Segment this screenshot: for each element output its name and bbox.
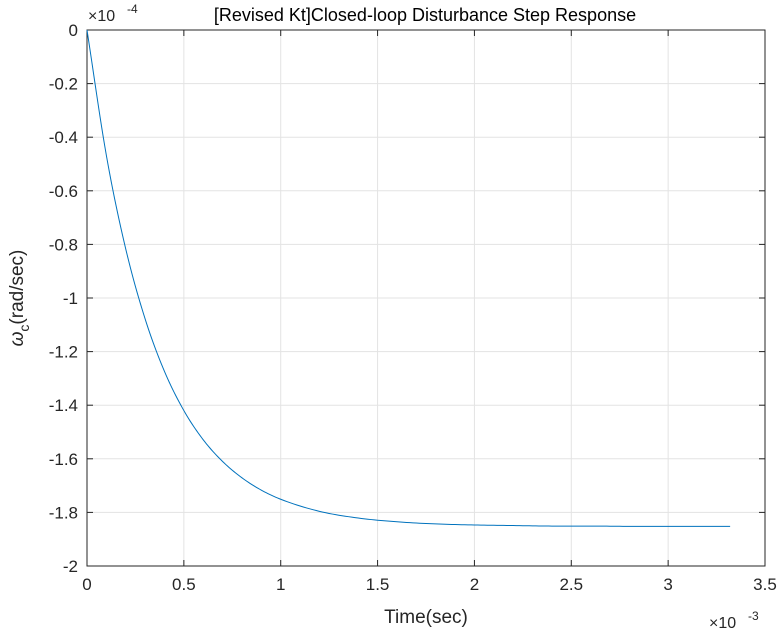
x-axis-label: Time(sec) (384, 607, 468, 628)
series-line (86, 29, 731, 527)
svg-text:-4: -4 (127, 2, 138, 16)
y-tick-label: -1.8 (49, 503, 78, 522)
y-tick-label: -0.8 (49, 235, 78, 254)
y-tick-label: -0.6 (49, 182, 78, 201)
x-tick-label: 0 (82, 575, 91, 594)
y-axis-label: ωc(rad/sec) (7, 250, 32, 347)
x-tick-label: 1 (276, 575, 285, 594)
x-tick-label: 2.5 (559, 575, 583, 594)
y-axis-exponent: ×10 -4 (88, 2, 138, 25)
x-tick-label: 0.5 (172, 575, 196, 594)
svg-text:×10: ×10 (88, 8, 115, 25)
x-tick-label: 3 (663, 575, 672, 594)
y-tick-label: -1.4 (49, 396, 78, 415)
y-tick-label: 0 (69, 21, 78, 40)
x-axis-exponent: ×10 -3 (709, 609, 759, 632)
y-tick-label: -1.6 (49, 450, 78, 469)
chart-title: [Revised Kt]Closed-loop Disturbance Step… (214, 5, 636, 25)
y-tick-label: -0.2 (49, 75, 78, 94)
axis-ticks: 0 0.5 1 1.5 2 2.5 3 3.5 0 -0.2 -0.4 -0.6 -0.8 -1 -1.2 -… (49, 21, 777, 594)
y-tick-label: -1 (63, 289, 78, 308)
x-tick-label: 3.5 (753, 575, 777, 594)
series-group (86, 29, 731, 527)
y-tick-label: -2 (63, 557, 78, 576)
y-tick-label: -0.4 (49, 128, 78, 147)
x-tick-label: 2 (470, 575, 479, 594)
x-tick-label: 1.5 (366, 575, 390, 594)
svg-text:-3: -3 (748, 609, 759, 623)
y-tick-label: -1.2 (49, 343, 78, 362)
svg-text:×10: ×10 (709, 615, 736, 632)
